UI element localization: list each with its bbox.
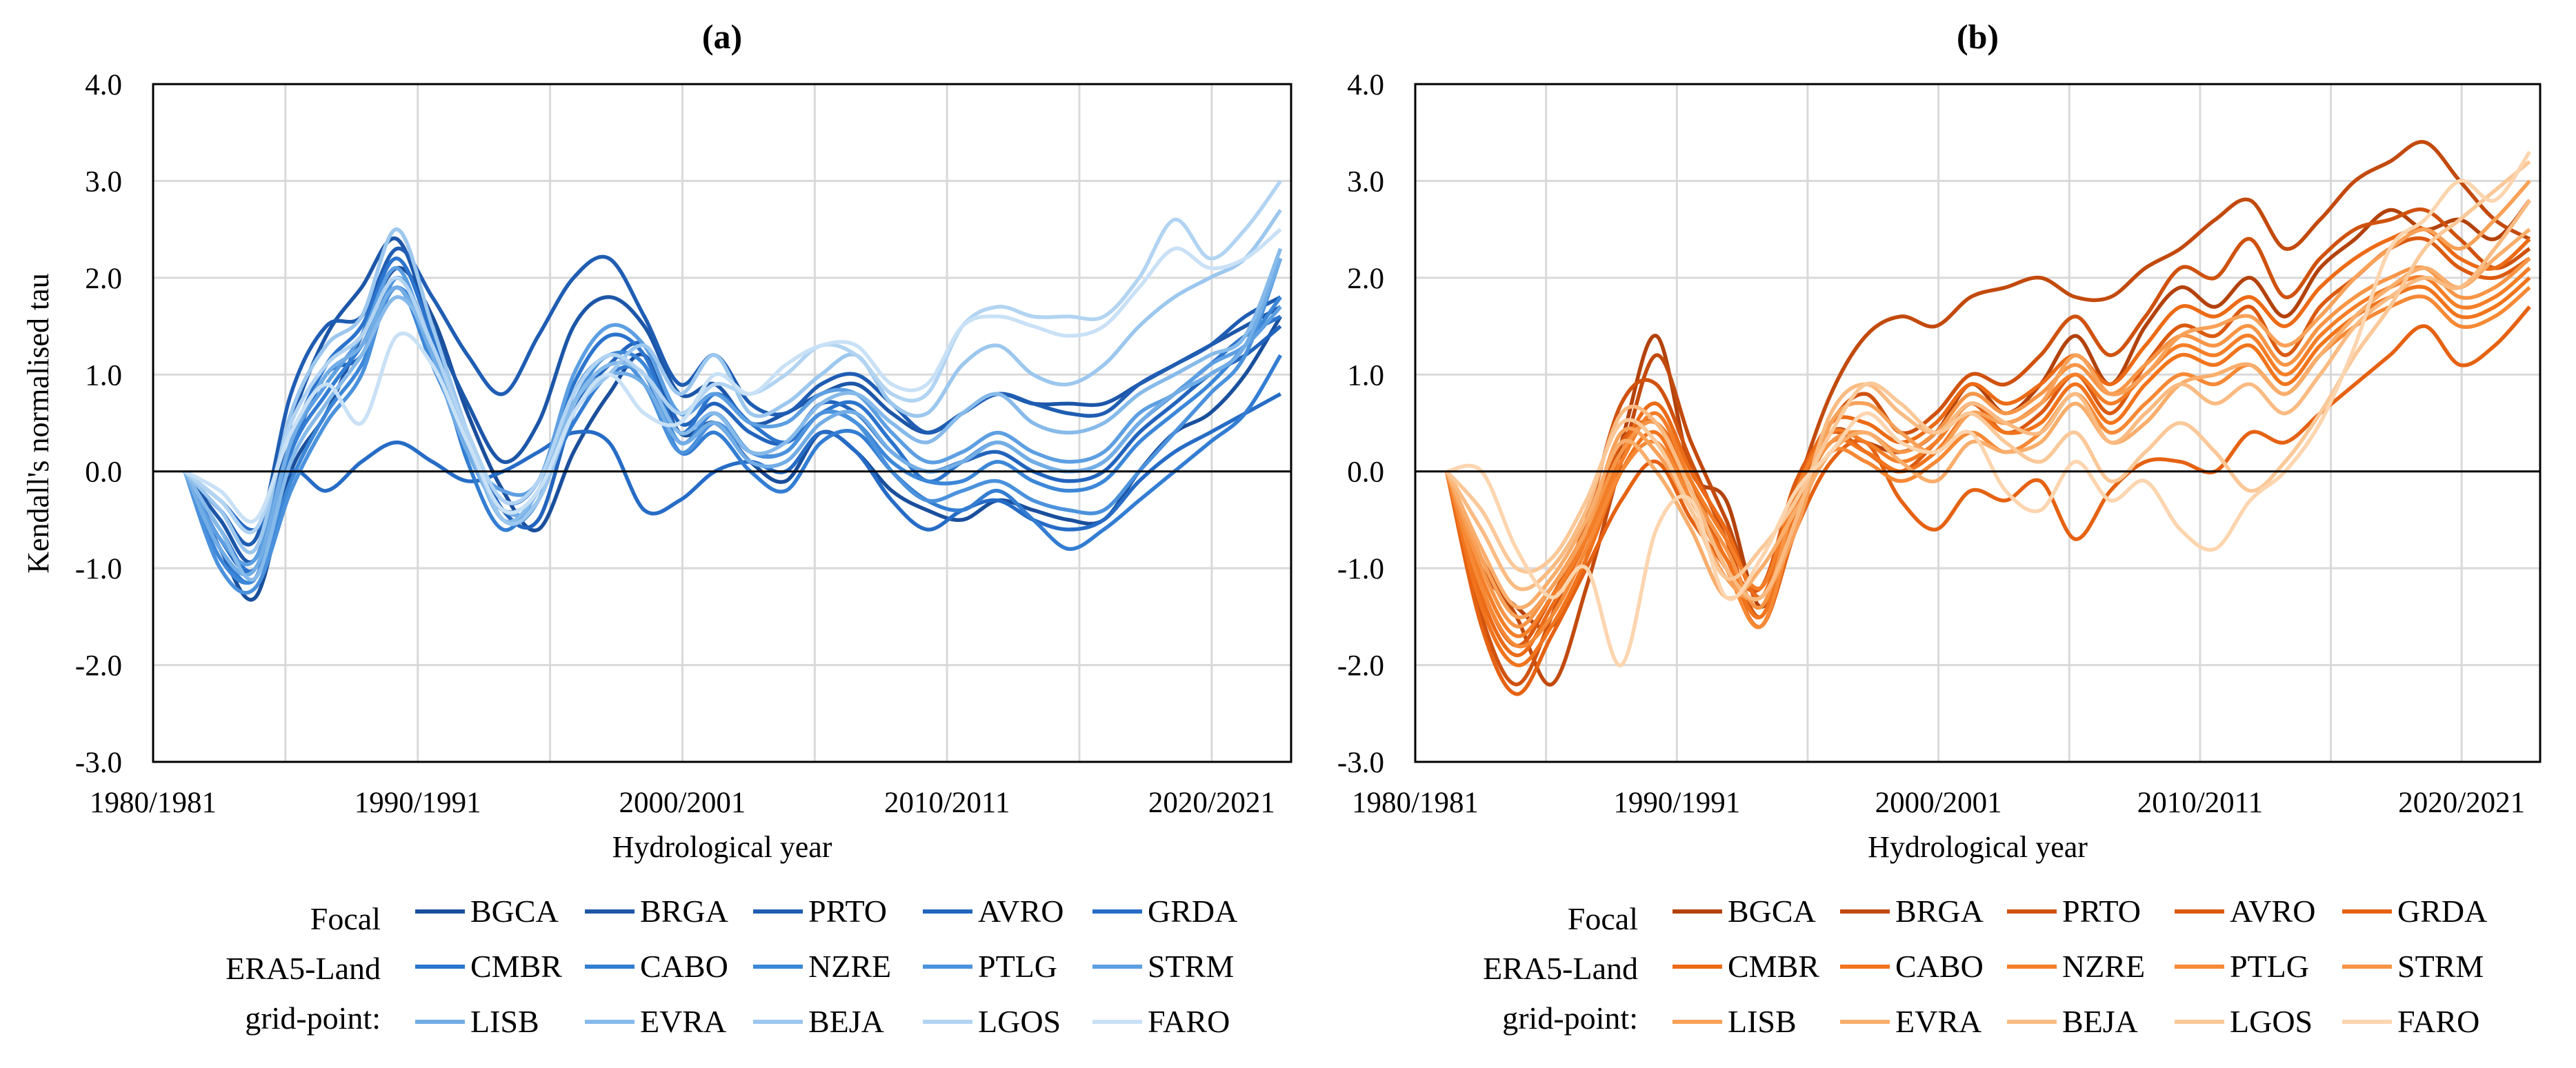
series-line-faro: [1446, 150, 2532, 667]
y-tick-label: 2.0: [1347, 263, 1384, 295]
legend-label: BRGA: [1895, 894, 1984, 929]
panel-a: (a) -3.0 -2.0 -1.0 0.0 1.0 2.0 3.0 4.0 1980/1981 1…: [21, 17, 1292, 1039]
series-line-lisb: [183, 257, 1283, 577]
legend-label: GRDA: [1148, 894, 1237, 929]
series-line-strm: [1444, 256, 2531, 629]
panel-b: (b) -3.0 -2.0 -1.0 0.0 1.0 2.0 3.0 4.0 1980/1981 1…: [1337, 17, 2542, 1039]
legend-label: STRM: [1148, 949, 1234, 984]
y-tick-label: 4.0: [85, 69, 122, 101]
plot-border: [152, 83, 1292, 763]
legend-label: BGCA: [1728, 894, 1816, 929]
y-tick-label: 1.0: [85, 359, 122, 392]
legend-title-line: grid-point:: [1502, 1000, 1638, 1036]
y-tick-label: 2.0: [85, 263, 122, 295]
legend-label: PRTO: [2062, 894, 2141, 929]
series-line-brga: [183, 236, 1282, 565]
y-tick-label: 1.0: [1347, 359, 1384, 392]
x-tick-label: 2000/2001: [619, 787, 746, 819]
legend-label: LISB: [1728, 1004, 1797, 1039]
x-tick-label: 2020/2021: [1148, 787, 1275, 819]
y-axis-title: Kendall's normalised tau: [21, 273, 55, 574]
legend-label: AVRO: [2230, 894, 2315, 929]
legend-label: STRM: [2397, 949, 2484, 984]
legend-label: LGOS: [2230, 1004, 2313, 1039]
y-tick-label: 0.0: [85, 456, 122, 489]
y-tick-label: 4.0: [1347, 69, 1384, 101]
series-line-beja: [1445, 199, 2532, 601]
chart-title: (a): [702, 17, 742, 56]
legend-label: PTLG: [978, 949, 1057, 984]
y-tick-label: -3.0: [1337, 747, 1384, 779]
series-line-grda: [1444, 305, 2531, 696]
legend-label: PTLG: [2230, 949, 2309, 984]
series-line-evra: [1444, 228, 2531, 610]
legend-label: CABO: [1895, 949, 1984, 984]
x-axis-title: Hydrological year: [1868, 830, 2088, 864]
y-tick-label: 0.0: [1347, 456, 1384, 489]
x-tick-label: 1990/1991: [355, 787, 481, 819]
legend-label: BEJA: [808, 1004, 884, 1039]
legend-label: NZRE: [808, 949, 891, 984]
legend-title-line: Focal: [310, 901, 381, 936]
chart-title: (b): [1957, 17, 1999, 56]
series-line-cmbr: [1444, 226, 2531, 658]
legend-title-line: grid-point:: [245, 1000, 381, 1036]
legend-label: GRDA: [2397, 894, 2487, 929]
legend-title-line: ERA5-Land: [226, 951, 381, 986]
x-tick-label: 2020/2021: [2398, 787, 2525, 819]
y-tick-label: -3.0: [75, 747, 122, 779]
legend-title-line: Focal: [1568, 901, 1638, 936]
legend-label: EVRA: [640, 1004, 726, 1039]
legend-label: EVRA: [1895, 1004, 1981, 1039]
legend-label: AVRO: [978, 894, 1064, 929]
legend-label: LGOS: [978, 1004, 1061, 1039]
x-tick-label: 1980/1981: [1352, 787, 1479, 819]
legend-label: CMBR: [470, 949, 562, 984]
x-axis-title: Hydrological year: [612, 830, 832, 864]
legend-label: PRTO: [808, 894, 887, 929]
legend-label: CMBR: [1728, 949, 1819, 984]
series-line-evra: [183, 248, 1283, 582]
legend-label: NZRE: [2062, 949, 2145, 984]
legend-label: BGCA: [470, 894, 559, 929]
series-line-nzre: [1444, 266, 2531, 638]
legend-title-line: ERA5-Land: [1483, 951, 1638, 986]
series-line-brga: [1444, 139, 2531, 687]
y-tick-label: -2.0: [1337, 650, 1384, 683]
y-tick-label: -1.0: [75, 553, 122, 585]
legend-label: LISB: [470, 1004, 539, 1039]
y-tick-label: -1.0: [1337, 553, 1384, 585]
x-tick-label: 2010/2011: [884, 787, 1010, 819]
series-line-prto: [183, 246, 1282, 547]
series-line-beja: [183, 208, 1282, 554]
series-line-ptlg: [183, 257, 1283, 595]
x-tick-label: 1980/1981: [90, 787, 217, 819]
x-tick-label: 1990/1991: [1613, 787, 1740, 819]
x-tick-label: 2010/2011: [2137, 787, 2263, 819]
series-line-avro: [183, 276, 1282, 574]
legend-label: FARO: [1148, 1004, 1230, 1039]
y-tick-label: 3.0: [85, 165, 122, 198]
x-tick-label: 2000/2001: [1875, 787, 2002, 819]
legend-label: BEJA: [2062, 1004, 2138, 1039]
legend-label: FARO: [2397, 1004, 2479, 1039]
legend-label: CABO: [640, 949, 728, 984]
y-tick-label: -2.0: [75, 650, 122, 683]
y-tick-label: 3.0: [1347, 165, 1384, 198]
plot-border: [1414, 83, 2542, 763]
series-line-grda: [183, 392, 1282, 532]
legend-label: BRGA: [640, 894, 728, 929]
series-line-faro: [183, 228, 1282, 524]
